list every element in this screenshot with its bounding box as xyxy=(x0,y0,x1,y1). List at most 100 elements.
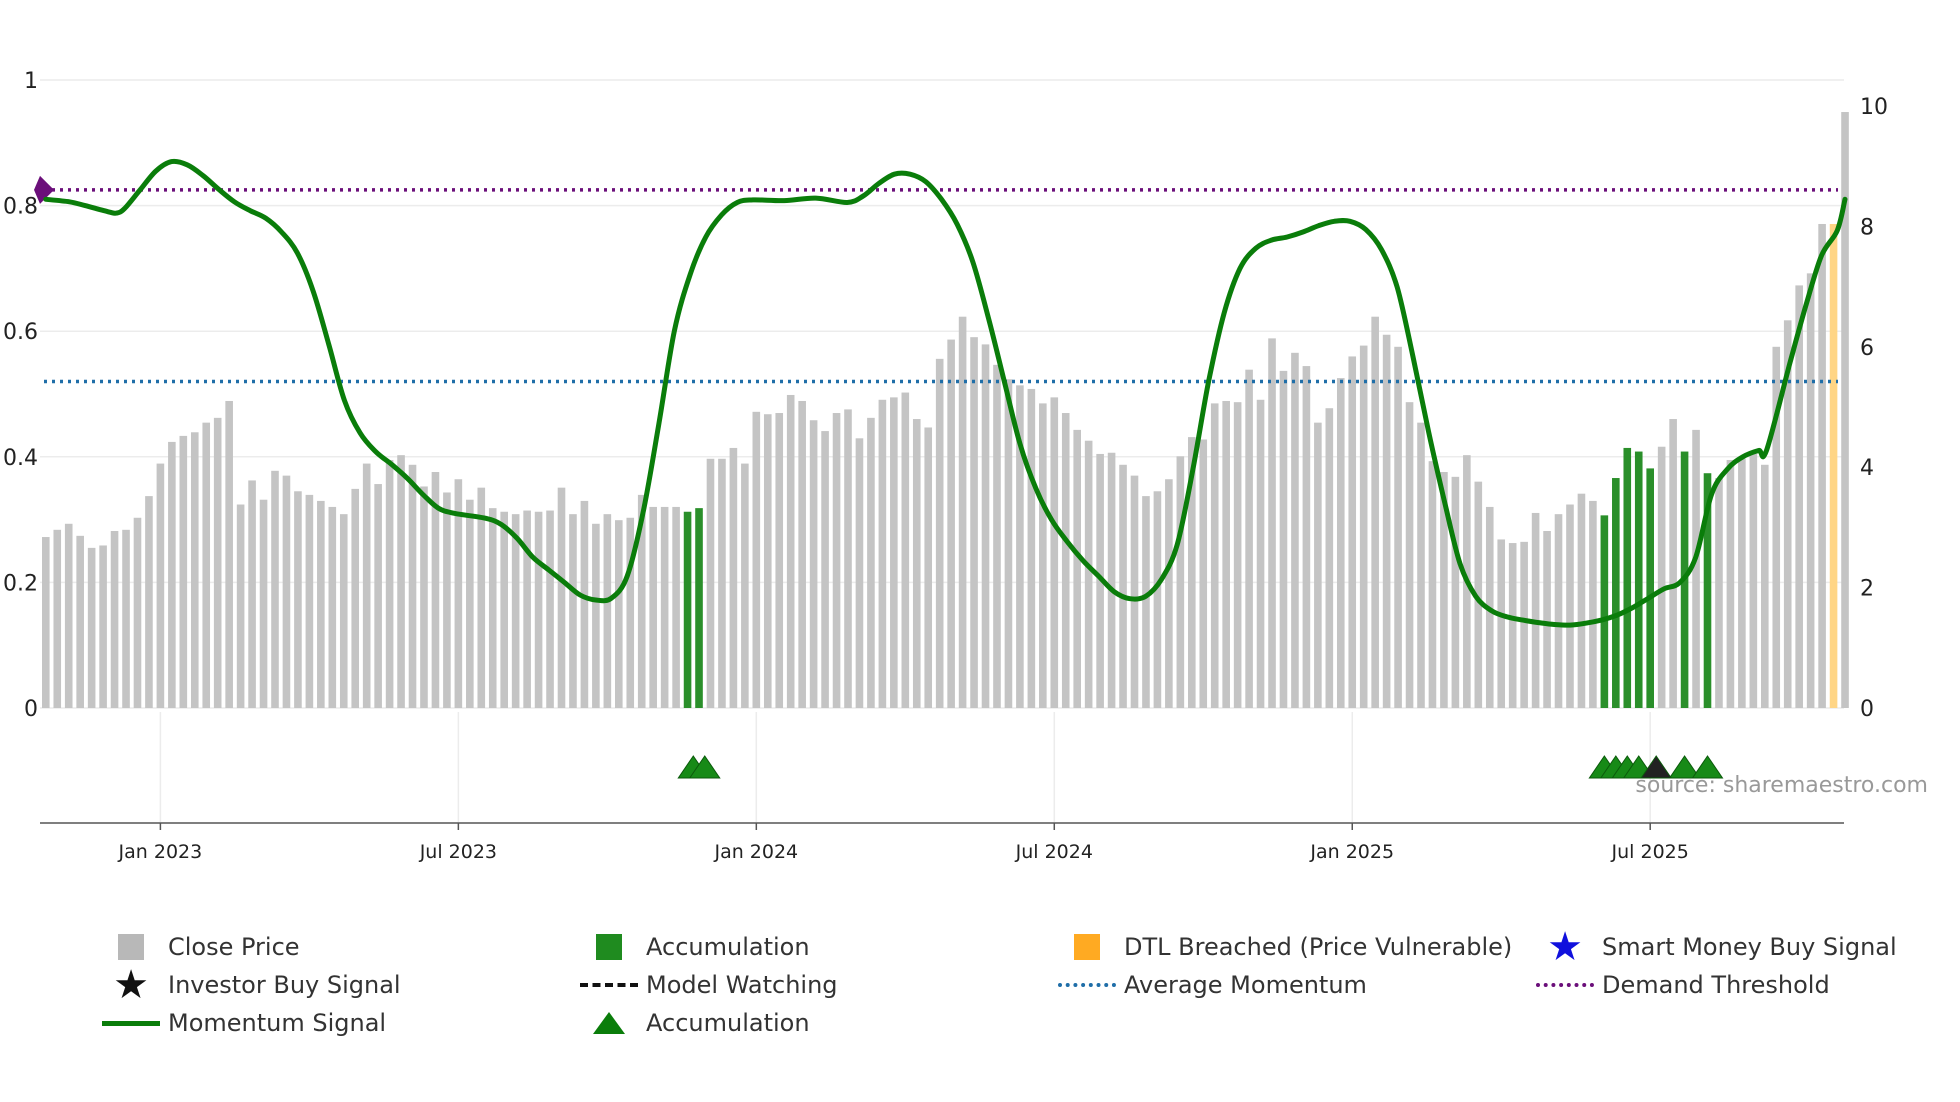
right-tick-label: 2 xyxy=(1860,577,1874,602)
price-bar xyxy=(225,400,233,708)
price-bar xyxy=(511,514,520,708)
price-bar xyxy=(282,475,291,708)
price-bar xyxy=(935,358,944,708)
price-bar xyxy=(488,508,497,708)
price-bar xyxy=(798,400,806,708)
price-bar xyxy=(1359,345,1368,708)
price-bar xyxy=(1039,403,1047,708)
price-bar xyxy=(1428,461,1437,708)
price-bar xyxy=(362,463,371,708)
price-bar xyxy=(626,517,635,708)
price-bar xyxy=(1749,453,1758,708)
price-bar xyxy=(76,535,84,708)
price-bar xyxy=(1543,531,1551,708)
price-bar xyxy=(1508,543,1517,708)
accumulation-bar xyxy=(1703,473,1712,708)
price-bar xyxy=(1692,429,1700,708)
price-bar xyxy=(1348,356,1357,708)
x-tick-label: Jul 2024 xyxy=(1015,841,1093,863)
signal-markers xyxy=(677,755,1724,779)
price-bar xyxy=(637,494,646,708)
price-bar xyxy=(809,420,818,708)
price-bar xyxy=(993,364,1001,708)
price-bar xyxy=(534,511,543,708)
dtl-breached-bar xyxy=(1829,223,1838,708)
price-bar xyxy=(374,484,382,708)
price-bar xyxy=(42,537,50,708)
price-bar xyxy=(1818,223,1826,708)
price-bar xyxy=(1371,316,1379,708)
price-bar xyxy=(592,523,600,708)
price-bar xyxy=(500,511,508,708)
price-bar xyxy=(179,435,188,708)
price-bar xyxy=(1176,456,1185,708)
price-bar xyxy=(408,464,417,708)
price-bar xyxy=(1520,541,1528,708)
price-bar xyxy=(328,506,337,708)
source-label: source: sharemaestro.com xyxy=(1635,773,1928,798)
price-bar xyxy=(248,480,256,708)
price-bar xyxy=(1738,458,1746,708)
price-bar xyxy=(133,517,142,708)
right-tick-label: 10 xyxy=(1860,95,1888,120)
price-bar xyxy=(87,547,96,708)
momentum-signal-line xyxy=(43,158,1848,628)
accumulation-bar xyxy=(1646,468,1654,708)
price-bar xyxy=(1107,452,1116,708)
right-tick-label: 6 xyxy=(1860,336,1874,361)
price-bar xyxy=(569,514,577,708)
left-axis-ticks: 0 0.2 0.4 0.6 0.8 1 xyxy=(3,69,38,722)
price-bar xyxy=(878,399,887,708)
price-bar xyxy=(431,472,440,708)
price-bar xyxy=(1314,422,1322,708)
price-bar xyxy=(99,545,107,708)
price-bar xyxy=(1268,338,1276,708)
price-bar xyxy=(546,510,554,708)
price-bar xyxy=(1669,419,1677,708)
price-bar xyxy=(420,486,428,708)
right-tick-label: 8 xyxy=(1860,215,1874,240)
price-bar xyxy=(867,417,875,708)
price-bar xyxy=(901,392,910,708)
x-tick-label: Jan 2024 xyxy=(713,841,798,863)
price-bar xyxy=(1394,346,1402,708)
price-bar xyxy=(213,417,222,708)
reference-lines xyxy=(34,175,1838,384)
price-bar xyxy=(1016,385,1024,708)
accumulation-marker xyxy=(1668,755,1701,779)
right-axis-ticks: 0 2 4 6 8 10 xyxy=(1860,95,1888,722)
price-bar xyxy=(1153,491,1162,708)
price-bar xyxy=(1715,478,1723,708)
price-bar xyxy=(832,413,841,708)
price-bar xyxy=(752,411,761,708)
price-bar xyxy=(924,427,933,708)
price-bar xyxy=(1772,346,1781,708)
price-bar xyxy=(1336,378,1345,708)
price-bar xyxy=(1188,437,1196,708)
price-bar xyxy=(1657,446,1666,708)
price-bar xyxy=(1004,379,1013,708)
price-bar xyxy=(912,419,921,708)
left-tick-label: 0 xyxy=(24,697,38,722)
price-bar xyxy=(947,339,955,708)
price-bar xyxy=(855,438,864,708)
left-tick-label: 0.2 xyxy=(3,571,38,596)
price-bar xyxy=(615,520,623,708)
price-bar xyxy=(729,447,738,708)
price-bar xyxy=(1256,399,1265,708)
right-tick-label: 4 xyxy=(1860,456,1874,481)
price-bar xyxy=(786,394,795,708)
price-bar xyxy=(1302,366,1311,708)
x-axis: Jan 2023 Jul 2023 Jan 2024 Jul 2024 Jan 2025… xyxy=(40,822,1844,863)
price-bar xyxy=(339,514,348,708)
price-bar xyxy=(1119,464,1127,708)
left-tick-label: 0.8 xyxy=(3,195,38,220)
price-bar xyxy=(202,422,211,708)
price-bar xyxy=(1165,479,1173,708)
price-bar xyxy=(1451,476,1460,708)
price-bar xyxy=(1130,475,1139,708)
price-bar xyxy=(317,500,325,708)
price-bar xyxy=(454,479,463,708)
price-bar xyxy=(523,510,531,708)
price-bar xyxy=(443,492,451,708)
